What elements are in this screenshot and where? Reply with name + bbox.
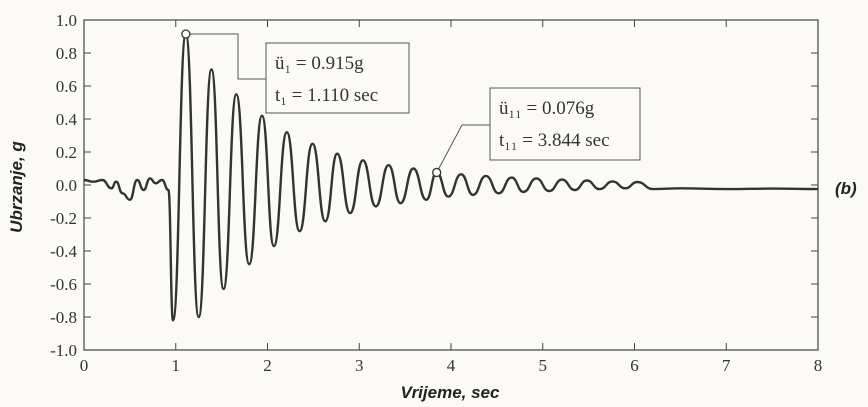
acceleration-series-line bbox=[83, 32, 819, 322]
x-tick-label: 3 bbox=[355, 356, 364, 375]
y-tick-label: 0.6 bbox=[56, 77, 77, 96]
panel-label: (b) bbox=[835, 179, 857, 198]
x-tick-label: 2 bbox=[263, 356, 272, 375]
annotation-marker bbox=[181, 29, 191, 39]
x-tick-label: 5 bbox=[539, 356, 548, 375]
x-axis-title: Vrijeme, sec bbox=[401, 383, 500, 402]
annotation-box bbox=[489, 87, 641, 161]
plot-frame bbox=[83, 19, 819, 351]
annotation-leader-line bbox=[436, 124, 490, 173]
axes-frame bbox=[83, 19, 819, 351]
x-tick-label: 8 bbox=[814, 356, 823, 375]
x-tick-label: 7 bbox=[722, 356, 731, 375]
y-axis-title: Ubrzanje, g bbox=[7, 141, 26, 233]
y-tick-label: -0.6 bbox=[50, 275, 77, 294]
y-tick-label: -0.8 bbox=[50, 308, 77, 327]
annotation-time-text: t₁ = 1.110 sec bbox=[275, 85, 378, 106]
annotation-acceleration-text: ü₁ = 0.915g bbox=[275, 53, 364, 74]
y-axis-ticks: 1.0 0.8 0.6 0.4 0.2 0.0 -0.2 -0.4 -0.6 -0.8 -1.0 bbox=[50, 11, 818, 360]
y-tick-label: -0.2 bbox=[50, 209, 77, 228]
series-group bbox=[83, 32, 819, 322]
y-tick-label: 0.4 bbox=[56, 110, 78, 129]
x-tick-label: 6 bbox=[630, 356, 639, 375]
annotation-box bbox=[265, 42, 410, 114]
x-tick-label: 1 bbox=[172, 356, 181, 375]
annotation-acceleration-text: ü₁₁ = 0.076g bbox=[499, 98, 595, 119]
annotation-marker bbox=[432, 167, 442, 178]
x-tick-label: 4 bbox=[447, 356, 456, 375]
y-tick-label: 0.2 bbox=[56, 143, 77, 162]
annotations-group: ü₁ = 0.915g t₁ = 1.110 sec ü₁₁ = 0.076g t₁₁… bbox=[181, 29, 641, 178]
x-axis-ticks: 0 1 2 3 4 5 6 7 8 bbox=[80, 20, 823, 375]
x-tick-label: 0 bbox=[80, 356, 89, 375]
y-tick-label: -0.4 bbox=[50, 242, 77, 261]
annotation-time-text: t₁₁ = 3.844 sec bbox=[499, 130, 610, 151]
y-tick-label: 1.0 bbox=[56, 11, 77, 30]
y-tick-label: -1.0 bbox=[50, 341, 77, 360]
annotation-leader-line bbox=[185, 33, 266, 80]
y-tick-label: 0.8 bbox=[56, 44, 77, 63]
y-tick-label: 0.0 bbox=[56, 176, 77, 195]
